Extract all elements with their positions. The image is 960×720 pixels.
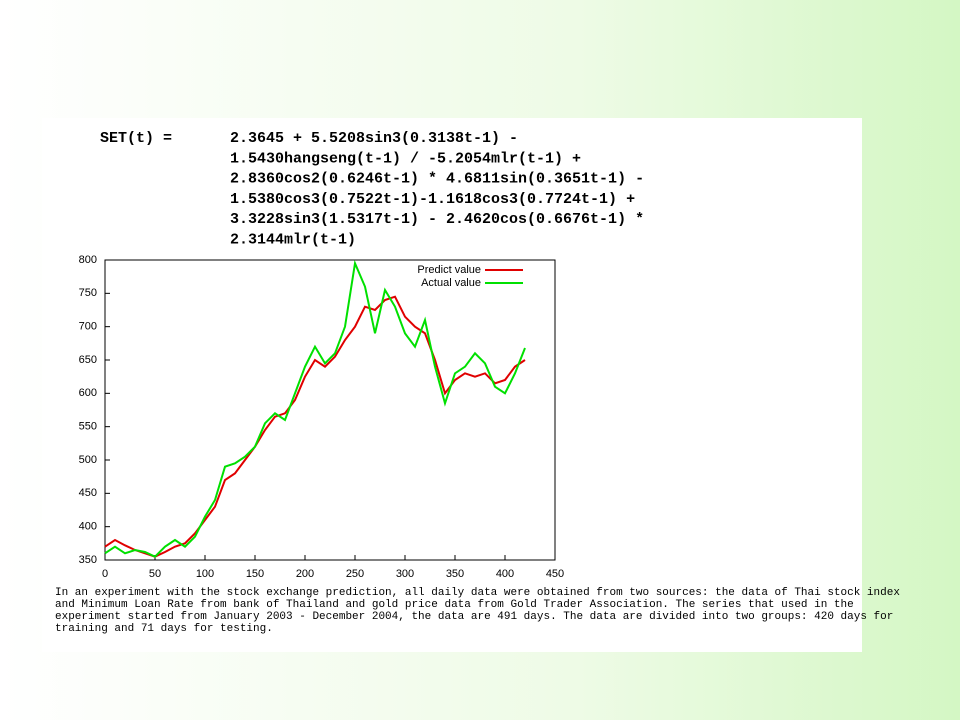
y-tick-label: 550 xyxy=(79,421,97,433)
caption-line: In an experiment with the stock exchange… xyxy=(55,587,900,599)
caption-line: training and 71 days for testing. xyxy=(55,623,273,635)
x-tick-label: 450 xyxy=(546,568,564,580)
formula-line: 2.8360cos2(0.6246t-1) * 4.6811sin(0.3651… xyxy=(230,171,644,188)
caption-line: and Minimum Loan Rate from bank of Thail… xyxy=(55,599,854,611)
x-tick-label: 50 xyxy=(149,568,161,580)
x-tick-label: 150 xyxy=(246,568,264,580)
x-tick-label: 300 xyxy=(396,568,414,580)
plot-frame xyxy=(104,259,556,561)
y-tick-label: 450 xyxy=(79,487,97,499)
data-line xyxy=(104,259,526,558)
caption-line: experiment started from January 2003 - D… xyxy=(55,611,893,623)
formula-line: SET(t) = xyxy=(100,130,172,147)
legend-label: Actual value xyxy=(421,277,481,289)
formula-line: 3.3228sin3(1.5317t-1) - 2.4620cos(0.6676… xyxy=(230,211,644,228)
formula-line: 2.3144mlr(t-1) xyxy=(230,231,356,248)
x-tick-label: 0 xyxy=(102,568,108,580)
y-tick-label: 350 xyxy=(79,554,97,566)
y-tick-label: 700 xyxy=(79,321,97,333)
data-line xyxy=(104,295,526,558)
x-tick-label: 350 xyxy=(446,568,464,580)
y-tick-label: 800 xyxy=(79,254,97,266)
y-tick-label: 500 xyxy=(79,454,97,466)
formula-line: 1.5380cos3(0.7522t-1)-1.1618cos3(0.7724t… xyxy=(230,191,635,208)
y-tick-label: 400 xyxy=(79,521,97,533)
y-tick-label: 600 xyxy=(79,387,97,399)
legend-label: Predict value xyxy=(417,264,481,276)
x-tick-label: 100 xyxy=(196,568,214,580)
formula-line: 1.5430hangseng(t-1) / -5.2054mlr(t-1) + xyxy=(230,150,581,167)
y-tick-label: 750 xyxy=(79,287,97,299)
y-tick-label: 650 xyxy=(79,354,97,366)
x-tick-label: 250 xyxy=(346,568,364,580)
x-tick-label: 400 xyxy=(496,568,514,580)
x-tick-label: 200 xyxy=(296,568,314,580)
formula-line: 2.3645 + 5.5208sin3(0.3138t-1) - xyxy=(230,130,518,147)
